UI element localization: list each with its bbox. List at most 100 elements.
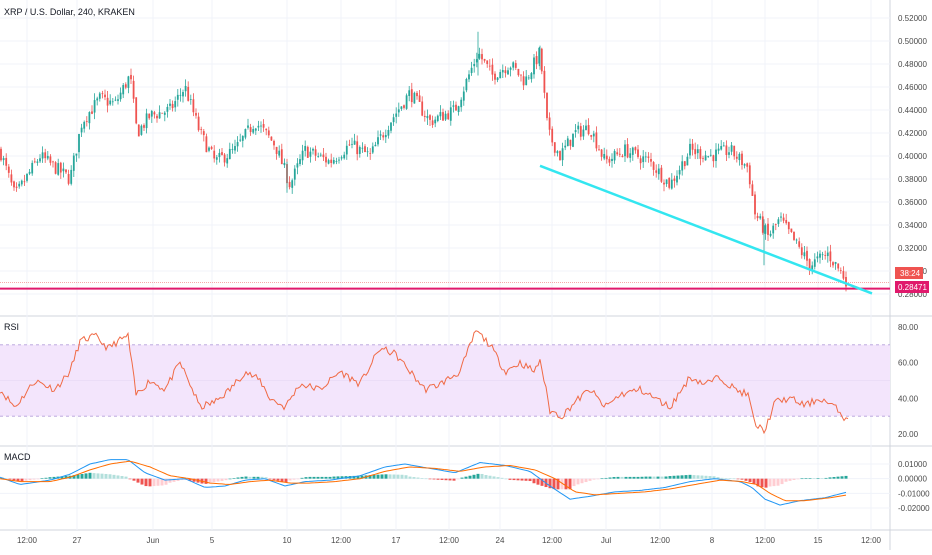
candle-body xyxy=(455,104,457,111)
macd-histogram-bar xyxy=(796,478,800,480)
candle-body xyxy=(728,152,730,155)
candle-body xyxy=(119,92,122,100)
macd-histogram-bar xyxy=(588,478,592,481)
rsi-tick-label: 80.00 xyxy=(898,323,919,332)
candle xyxy=(0,146,2,162)
macd-histogram-bar xyxy=(468,475,472,479)
candle-body xyxy=(75,153,78,156)
candle-body xyxy=(756,215,759,219)
candle xyxy=(218,148,221,163)
candle xyxy=(548,112,551,136)
candle xyxy=(538,46,541,67)
macd-histogram-bar xyxy=(444,478,448,481)
macd-histogram-bar xyxy=(472,474,476,479)
candle-body xyxy=(462,91,465,101)
candle-body xyxy=(88,112,91,124)
macd-histogram-bar xyxy=(260,476,264,479)
candle xyxy=(273,139,275,150)
candle xyxy=(306,145,309,159)
candle xyxy=(720,140,723,151)
candle xyxy=(514,60,517,71)
candle-body xyxy=(46,155,49,159)
candle-body xyxy=(767,223,769,235)
candle xyxy=(101,90,104,99)
macd-histogram-bar xyxy=(800,478,804,480)
candle-body xyxy=(488,65,491,67)
candle-body xyxy=(101,93,104,95)
candle-body xyxy=(239,139,242,141)
macd-histogram-bar xyxy=(844,475,848,479)
macd-histogram-bar xyxy=(388,474,392,479)
candle-body xyxy=(70,169,73,184)
candle xyxy=(119,87,122,102)
x-tick-label: 12:00 xyxy=(650,536,671,545)
candle-body xyxy=(507,70,509,75)
candle xyxy=(800,243,803,259)
macd-histogram-bar xyxy=(376,474,380,479)
candle xyxy=(96,96,99,106)
candle-body xyxy=(774,224,777,225)
macd-histogram-bar xyxy=(452,478,456,481)
candle xyxy=(579,122,582,141)
candle xyxy=(449,101,452,126)
candle-body xyxy=(213,150,216,159)
candle-body xyxy=(431,120,434,126)
macd-histogram-bar xyxy=(24,478,28,481)
candle xyxy=(439,105,442,120)
macd-histogram-bar xyxy=(692,475,696,479)
candle xyxy=(839,267,842,274)
macd-histogram-bar xyxy=(400,474,404,479)
candle xyxy=(618,148,621,158)
candle-body xyxy=(288,181,291,188)
candle-body xyxy=(473,63,476,67)
candle-body xyxy=(306,146,309,158)
macd-histogram-bar xyxy=(748,478,752,482)
candle xyxy=(429,114,431,127)
candle-body xyxy=(504,70,507,74)
candle-body xyxy=(829,251,832,262)
macd-histogram-bar xyxy=(312,476,316,479)
macd-histogram-bar xyxy=(252,476,256,479)
candle-body xyxy=(197,116,200,131)
macd-histogram-bar xyxy=(28,478,32,481)
candle-body xyxy=(790,228,793,233)
candle-body xyxy=(678,169,681,175)
candle xyxy=(260,121,262,133)
candle xyxy=(707,155,710,158)
price-tick-label: 0.36000 xyxy=(898,198,927,207)
candle-body xyxy=(351,143,353,145)
candle xyxy=(18,181,21,189)
candle xyxy=(67,169,70,186)
candle xyxy=(247,118,249,130)
candle xyxy=(631,146,634,161)
candle xyxy=(143,123,145,131)
candle-body xyxy=(730,145,733,152)
macd-histogram-bar xyxy=(624,476,628,479)
candle-body xyxy=(49,156,52,163)
candle xyxy=(507,67,509,75)
candle xyxy=(364,144,366,153)
candle xyxy=(158,105,161,119)
macd-histogram-bar xyxy=(612,477,616,479)
macd-histogram-bar xyxy=(240,476,244,479)
candle xyxy=(434,116,437,128)
candle xyxy=(163,111,166,122)
candle xyxy=(715,143,717,168)
candle xyxy=(564,139,567,151)
candle-body xyxy=(148,113,151,119)
candle xyxy=(72,152,75,178)
candle-body xyxy=(717,148,720,151)
macd-histogram-bar xyxy=(420,478,424,479)
candle xyxy=(491,58,494,81)
macd-histogram-bar xyxy=(704,475,708,479)
candle xyxy=(803,246,806,260)
candle-body xyxy=(299,159,301,165)
candle xyxy=(49,154,52,166)
candle xyxy=(533,53,535,79)
candle xyxy=(174,96,177,112)
candle-body xyxy=(702,157,704,159)
candle xyxy=(829,244,832,268)
candle xyxy=(512,61,515,71)
candle xyxy=(93,93,96,120)
